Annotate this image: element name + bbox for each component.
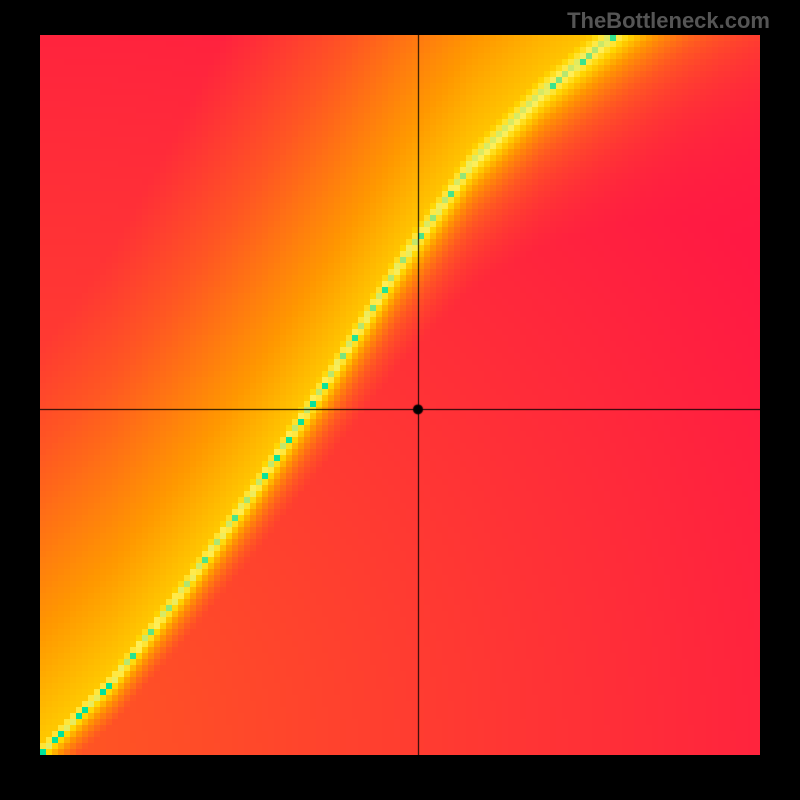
watermark-text: TheBottleneck.com [567, 8, 770, 34]
chart-container: { "watermark": { "text": "TheBottleneck.… [0, 0, 800, 800]
crosshair-overlay [40, 35, 760, 755]
